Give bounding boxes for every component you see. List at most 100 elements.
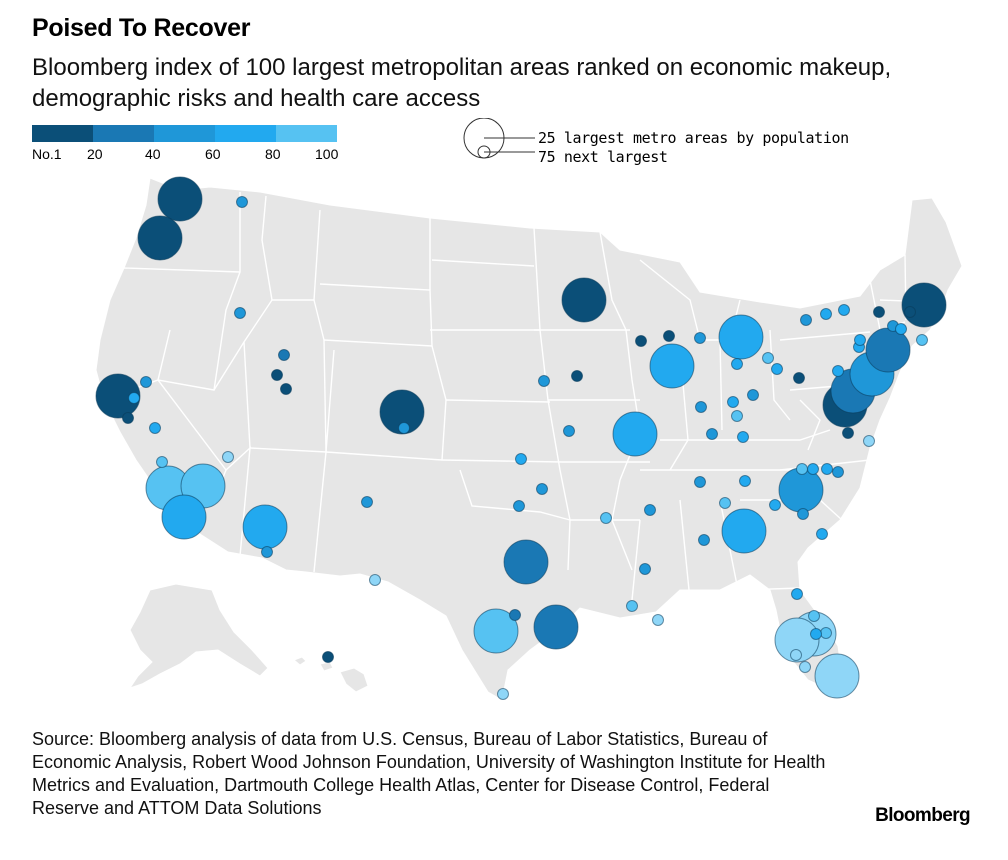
metro-marker-toledo [731,358,743,370]
color-swatch-3 [154,125,215,142]
state-border-dakotas [429,218,535,290]
metro-marker-worcester [904,306,916,318]
metro-marker-ogden [278,349,290,361]
state-border-wv [799,399,821,451]
metro-marker-grand-rapids [694,332,706,344]
metro-marker-new-haven [895,323,907,335]
state-border-wy-co [319,283,433,347]
legend-tick-20: 20 [87,146,103,162]
metro-marker-greensboro [807,463,819,475]
state-border-ne-ks-ok [430,329,563,463]
chart-subtitle: Bloomberg index of 100 largest metropoli… [32,54,892,112]
metro-marker-greenville [769,499,781,511]
metro-marker-boise [234,307,246,319]
metro-marker-rochester [800,314,812,326]
metro-marker-tampa [774,617,820,663]
metro-marker-san-diego [161,494,207,540]
metro-marker-colorado-springs [398,422,410,434]
state-border-midwest [599,231,641,571]
metro-marker-birmingham [698,534,710,546]
state-border-tx-ok [459,469,571,521]
metro-marker-nashville [694,476,706,488]
legend-tick-100: 100 [315,146,339,162]
us-contiguous-landmass [95,177,963,701]
metro-marker-detroit [718,314,764,360]
metro-marker-minneapolis [561,277,607,323]
metro-marker-stockton [128,392,140,404]
color-ramp [32,125,337,142]
metro-marker-miami [814,653,860,699]
metro-marker-deltona [810,628,822,640]
metro-marker-madison [635,335,647,347]
metro-marker-indianapolis [695,401,707,413]
chart-title: Poised To Recover [32,14,251,42]
metro-marker-des-moines [571,370,583,382]
metro-marker-buffalo [820,308,832,320]
state-border-pa-ny [779,331,871,341]
metro-marker-atlanta [721,508,767,554]
metro-marker-jacksonville [791,588,803,600]
alaska-landmass [128,583,269,689]
metro-marker-honolulu [322,651,334,663]
metro-marker-little-rock [600,512,612,524]
metro-marker-provo [280,383,292,395]
metro-marker-durham [821,463,833,475]
legend-tick-60: 60 [205,146,221,162]
legend-tick-80: 80 [265,146,281,162]
metro-markers [95,176,947,700]
land-shapes [95,177,963,701]
metro-marker-st-louis [612,411,658,457]
size-legend-circles [463,118,535,159]
metro-marker-tulsa [536,483,548,495]
metro-marker-dallas [503,539,549,585]
metro-marker-louisville [706,428,718,440]
metro-marker-san-jose [122,412,134,424]
metro-marker-austin [473,608,519,654]
metro-marker-seattle [157,176,203,222]
metro-marker-virginia-beach [863,435,875,447]
metro-marker-columbus [747,389,759,401]
color-swatch-5 [276,125,337,142]
metro-marker-kansas-city [563,425,575,437]
source-note: Source: Bloomberg analysis of data from … [32,729,826,818]
legend-tick-1: No.1 [32,146,62,162]
size-legend-large-label: 25 largest metro areas by population [538,129,849,147]
size-legend-small-label: 75 next largest [538,148,668,166]
us-map [95,176,963,701]
metro-marker-baton-rouge [626,600,638,612]
metro-marker-palm-bay [808,610,820,622]
color-swatch-1 [32,125,93,142]
metro-marker-albuquerque [361,496,373,508]
color-swatch-4 [215,125,276,142]
metro-marker-cincinnati [731,410,743,422]
metro-marker-denver [379,389,425,435]
metro-marker-pittsburgh [793,372,805,384]
metro-marker-jackson [639,563,651,575]
metro-marker-dayton [727,396,739,408]
hawaii-islands [293,656,369,693]
metro-marker-new-york [865,327,911,373]
bloomberg-logo: Bloomberg [875,805,970,826]
metro-marker-bakersfield [156,456,168,468]
metro-marker-columbia [797,508,809,520]
state-border-az-nm [225,446,251,557]
metro-marker-las-vegas [222,451,234,463]
metro-marker-san-francisco [95,373,141,419]
state-border-nm-tx [313,451,443,573]
rank-color-legend: No.1 20 40 60 80 100 [32,125,342,165]
state-border-ga-fl [739,587,801,591]
metro-marker-phoenix [242,504,288,550]
metro-marker-lakeland [820,627,832,639]
metro-marker-milwaukee [663,330,675,342]
metro-marker-portland [137,215,183,261]
legend-tick-40: 40 [145,146,161,162]
legend-ticks: No.1 20 40 60 80 100 [32,146,342,164]
metro-marker-knoxville [739,475,751,487]
metro-marker-tucson [261,546,273,558]
metro-marker-harrisburg [832,365,844,377]
metro-marker-chicago [649,343,695,389]
metro-marker-mcallen [497,688,509,700]
metro-marker-north-port [790,649,802,661]
metro-marker-fresno [149,422,161,434]
metro-marker-cleveland [762,352,774,364]
